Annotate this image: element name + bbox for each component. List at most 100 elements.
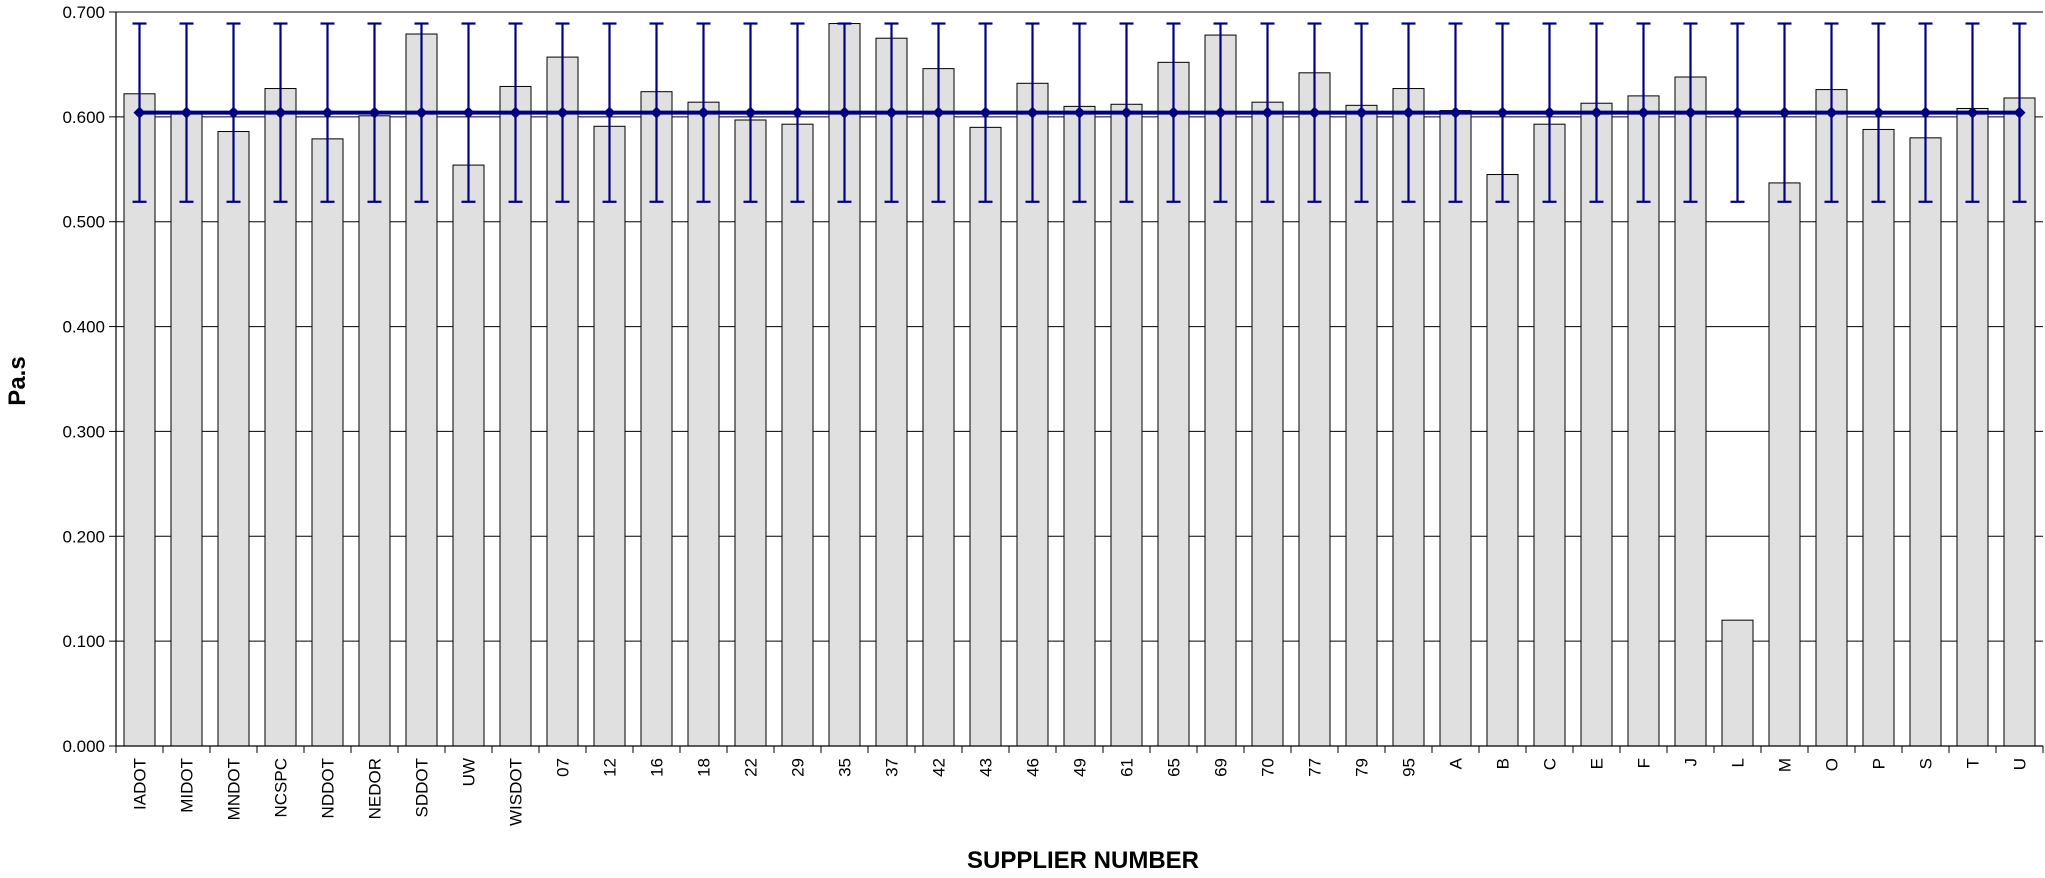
mean-marker [932, 106, 945, 119]
x-category-label: 46 [1024, 758, 1043, 777]
bar [217, 131, 250, 747]
x-category-label: 61 [1118, 758, 1137, 777]
mean-marker [791, 106, 804, 119]
bar [405, 33, 438, 747]
bar [1439, 110, 1472, 747]
mean-marker [1120, 106, 1133, 119]
mean-marker [1449, 106, 1462, 119]
y-tick-labels: 0.000 0.100 0.200 0.300 0.400 0.500 0.600 0.700 [62, 3, 105, 756]
bar [1063, 105, 1096, 747]
x-category-label: A [1447, 757, 1466, 769]
mean-marker [274, 106, 287, 119]
x-category-label: MIDOT [178, 758, 197, 813]
bar [1862, 128, 1895, 747]
y-tick-label: 0.300 [62, 422, 105, 441]
axes [109, 11, 2044, 753]
bar [781, 123, 814, 747]
y-tick-label: 0.200 [62, 527, 105, 546]
mean-marker [1308, 106, 1321, 119]
mean-marker [368, 106, 381, 119]
bar-series [123, 23, 2036, 747]
mean-marker [462, 106, 475, 119]
x-category-label: 95 [1400, 758, 1419, 777]
x-category-label: P [1870, 758, 1889, 769]
mean-marker [415, 106, 428, 119]
mean-marker [1731, 106, 1744, 119]
mean-marker [1261, 106, 1274, 119]
mean-marker [1637, 106, 1650, 119]
bar [358, 115, 391, 747]
mean-marker [1355, 106, 1368, 119]
x-category-label: 79 [1353, 758, 1372, 777]
mean-marker [1214, 106, 1227, 119]
bar [1768, 182, 1801, 747]
x-category-label: 77 [1306, 758, 1325, 777]
x-category-label: 42 [930, 758, 949, 777]
mean-marker [1543, 106, 1556, 119]
bar [687, 101, 720, 747]
bar [452, 164, 485, 747]
x-category-label: 65 [1165, 758, 1184, 777]
mean-marker [1966, 106, 1979, 119]
x-category-label: 35 [836, 758, 855, 777]
x-category-label: NDDOT [319, 758, 338, 818]
y-tick-label: 0.100 [62, 632, 105, 651]
mean-marker [1073, 106, 1086, 119]
x-category-label: 70 [1259, 758, 1278, 777]
x-category-label: SDDOT [413, 758, 432, 818]
mean-marker [744, 106, 757, 119]
x-category-label: C [1541, 758, 1560, 770]
mean-marker [1872, 106, 1885, 119]
y-tick-label: 0.700 [62, 3, 105, 22]
mean-marker [509, 106, 522, 119]
bar [1721, 619, 1754, 747]
x-category-label: 18 [695, 758, 714, 777]
bar [1486, 174, 1519, 747]
x-category-label: 29 [789, 758, 808, 777]
bar [969, 126, 1002, 747]
x-category-label: F [1635, 758, 1654, 768]
mean-marker [556, 106, 569, 119]
mean-marker [1825, 106, 1838, 119]
bar [1956, 107, 1989, 747]
y-tick-label: 0.000 [62, 737, 105, 756]
x-category-label: O [1823, 758, 1842, 771]
mean-marker [2013, 106, 2026, 119]
mean-marker [697, 106, 710, 119]
x-category-label: 37 [883, 758, 902, 777]
y-tick-label: 0.600 [62, 108, 105, 127]
mean-marker [1590, 106, 1603, 119]
x-category-label: J [1682, 758, 1701, 767]
x-category-label: UW [460, 758, 479, 786]
x-category-label: 07 [554, 758, 573, 777]
bar [311, 138, 344, 747]
mean-marker [227, 106, 240, 119]
mean-marker [603, 106, 616, 119]
bar [1909, 137, 1942, 747]
mean-marker [838, 106, 851, 119]
x-category-label: S [1917, 758, 1936, 769]
bar [1533, 123, 1566, 747]
x-category-label: T [1964, 758, 1983, 768]
x-axis-title: SUPPLIER NUMBER [967, 847, 1199, 874]
mean-marker [133, 106, 146, 119]
x-category-label: M [1776, 758, 1795, 772]
x-category-label: 69 [1212, 758, 1231, 777]
x-category-label: L [1729, 758, 1748, 767]
mean-marker [1026, 106, 1039, 119]
bar [170, 112, 203, 747]
mean-marker [1167, 106, 1180, 119]
mean-line-series [132, 22, 2027, 203]
x-category-label: 43 [977, 758, 996, 777]
x-category-label: MNDOT [225, 758, 244, 820]
mean-marker [1919, 106, 1932, 119]
x-category-label: WISDOT [507, 758, 526, 826]
x-category-label: IADOT [131, 758, 150, 810]
mean-marker [979, 106, 992, 119]
bar [593, 125, 626, 747]
x-category-label: 49 [1071, 758, 1090, 777]
x-category-label: 22 [742, 758, 761, 777]
x-category-label: E [1588, 758, 1607, 769]
y-axis-title: Pa.s [4, 356, 31, 405]
x-category-label: 12 [601, 758, 620, 777]
